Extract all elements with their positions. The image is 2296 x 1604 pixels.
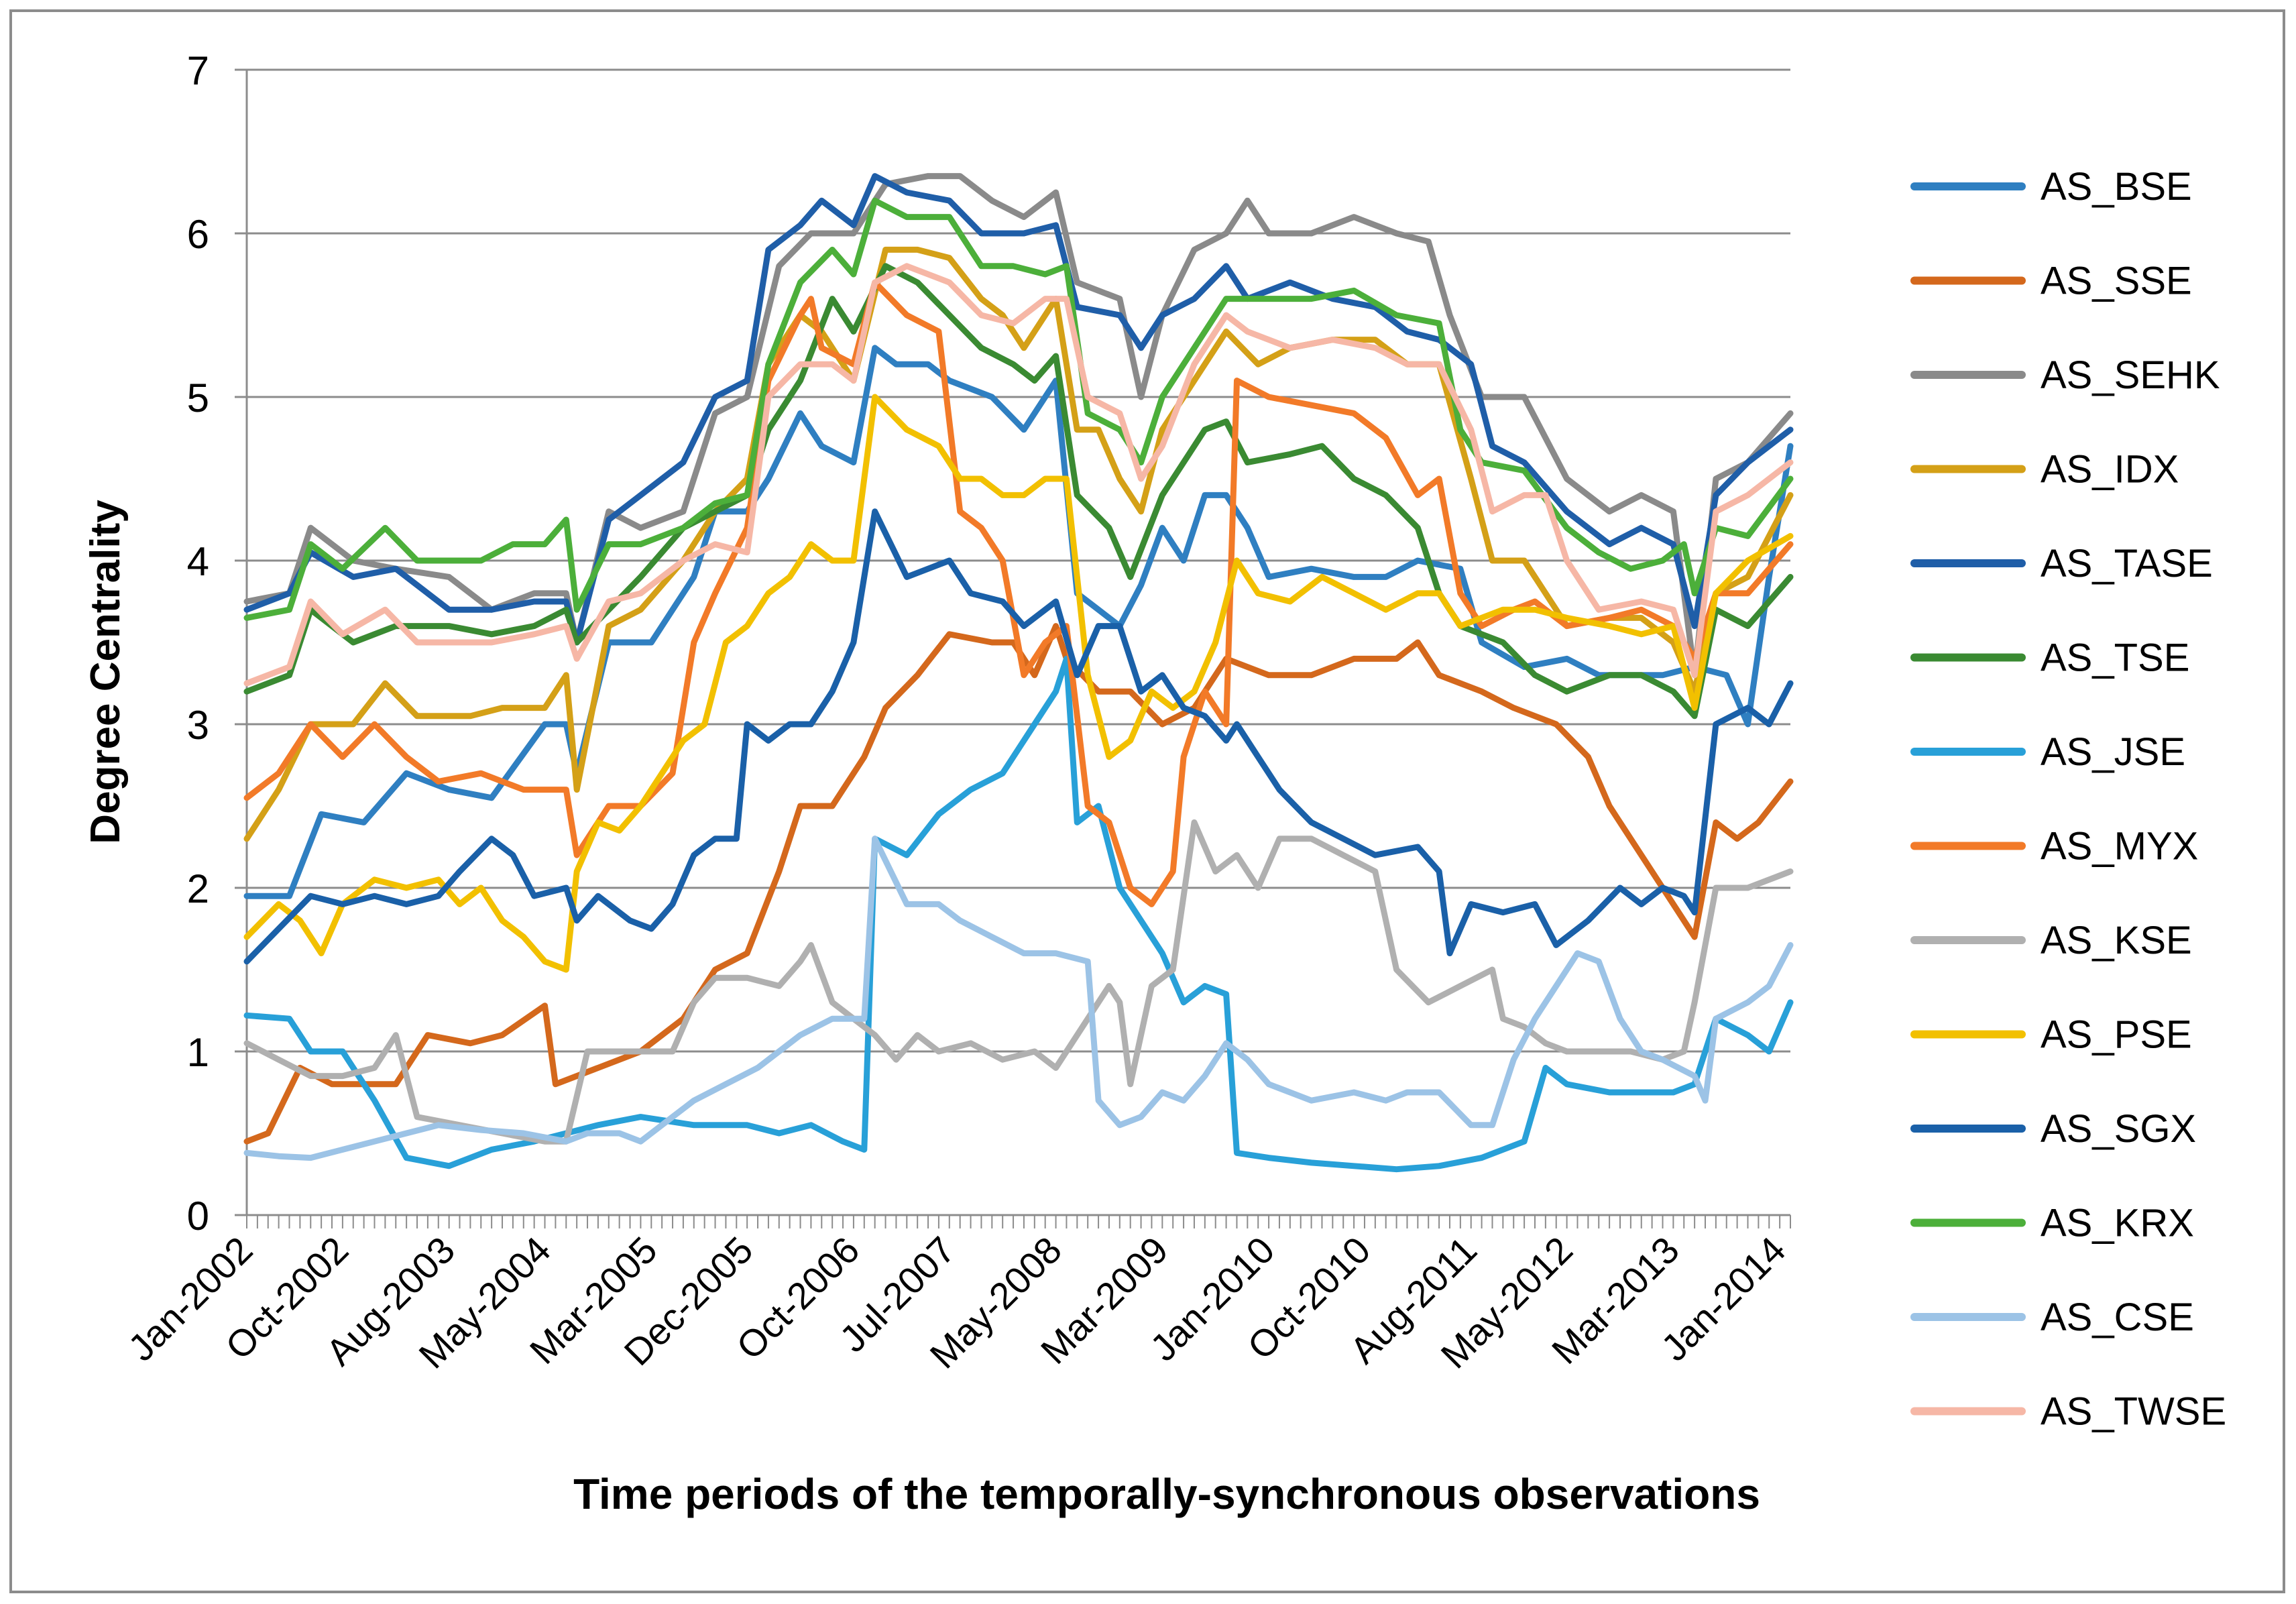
legend-label: AS_JSE xyxy=(2041,730,2185,774)
legend: AS_BSE AS_SSE AS_SEHK AS_IDX AS_TASE AS_TSE AS… xyxy=(1910,165,2226,1434)
legend-label: AS_SGX xyxy=(2041,1107,2196,1151)
series-line-as-twse xyxy=(243,263,1794,687)
y-tick-label: 7 xyxy=(187,48,209,93)
series-line-as-sehk xyxy=(243,173,1794,679)
y-tick-label: 6 xyxy=(187,212,209,257)
legend-item: AS_IDX xyxy=(1910,448,2179,492)
x-axis-title: Time periods of the temporally-synchrono… xyxy=(573,1470,1760,1518)
legend-label: AS_TWSE xyxy=(2041,1390,2226,1434)
series-line-as-jse xyxy=(243,655,1794,1173)
legend-item: AS_PSE xyxy=(1910,1013,2192,1057)
legend-label: AS_KRX xyxy=(2041,1202,2194,1245)
y-tick-label: 0 xyxy=(187,1194,209,1239)
series-lines xyxy=(243,173,1794,1173)
y-tick-label: 4 xyxy=(187,539,209,584)
legend-item: AS_TSE xyxy=(1910,636,2189,680)
series-line-as-krx xyxy=(243,197,1794,621)
y-axis-title: Degree Centrality xyxy=(82,500,129,844)
legend-item: AS_KSE xyxy=(1910,919,2192,962)
y-tick-label: 3 xyxy=(187,703,209,748)
legend-label: AS_CSE xyxy=(2041,1296,2194,1339)
legend-item: AS_TASE xyxy=(1910,542,2213,585)
legend-item: AS_MYX xyxy=(1910,825,2198,868)
y-tick-label: 2 xyxy=(187,866,209,911)
legend-label: AS_TASE xyxy=(2041,542,2213,585)
series-line-as-cse xyxy=(243,836,1794,1161)
legend-item: AS_CSE xyxy=(1910,1296,2194,1339)
series-line-as-tase xyxy=(243,173,1794,646)
chart-frame xyxy=(9,9,2285,1593)
legend-label: AS_BSE xyxy=(2041,165,2192,209)
legend-label: AS_SSE xyxy=(2041,260,2192,303)
series-line-as-sgx xyxy=(243,508,1794,965)
legend-label: AS_PSE xyxy=(2041,1013,2192,1057)
legend-label: AS_TSE xyxy=(2041,636,2189,680)
series-line-as-pse xyxy=(243,394,1794,973)
legend-item: AS_BSE xyxy=(1910,165,2192,209)
series-line-as-tse xyxy=(243,263,1794,720)
legend-label: AS_KSE xyxy=(2041,919,2192,962)
legend-item: AS_JSE xyxy=(1910,730,2185,774)
legend-item: AS_TWSE xyxy=(1910,1390,2226,1434)
legend-label: AS_SEHK xyxy=(2041,353,2220,397)
series-line-as-myx xyxy=(243,279,1794,907)
y-tick-label: 1 xyxy=(187,1030,209,1075)
y-tick-label: 5 xyxy=(187,376,209,420)
legend-label: AS_MYX xyxy=(2041,825,2198,868)
axes: 01234567Jan-2002Oct-2002Aug-2003May-2004… xyxy=(120,48,1794,1377)
legend-item: AS_KRX xyxy=(1910,1202,2194,1245)
series-line-as-sse xyxy=(243,623,1794,1145)
legend-label: AS_IDX xyxy=(2041,448,2179,492)
legend-item: AS_SSE xyxy=(1910,260,2192,303)
legend-item: AS_SGX xyxy=(1910,1107,2196,1151)
legend-item: AS_SEHK xyxy=(1910,353,2220,397)
